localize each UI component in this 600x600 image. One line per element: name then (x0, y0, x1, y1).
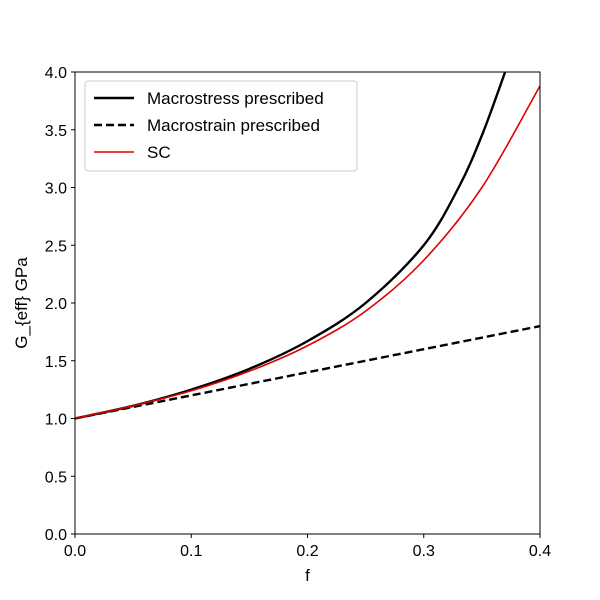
legend-label: Macrostress prescribed (147, 89, 324, 108)
series-line-2 (75, 324, 540, 420)
x-axis-ticks: 0.0 0.1 0.2 0.3 0.4 (64, 534, 551, 560)
y-axis-label: G_{eff} GPa (12, 257, 31, 349)
legend-label: Macrostrain prescribed (147, 116, 320, 135)
y-tick-label: 1.5 (45, 354, 67, 371)
y-tick-label: 1.0 (45, 412, 67, 429)
y-tick-label: 2.5 (45, 238, 67, 255)
x-tick-label: 0.0 (64, 543, 86, 560)
legend-label: SC (147, 143, 171, 162)
x-tick-label: 0.4 (529, 543, 551, 560)
y-tick-label: 3.5 (45, 123, 67, 140)
y-tick-label: 0.0 (45, 527, 67, 544)
y-axis-ticks: 0.0 0.5 1.0 1.5 2.0 2.5 3.0 3.5 4.0 (45, 65, 75, 544)
x-tick-label: 0.3 (413, 543, 435, 560)
legend-box (84, 80, 358, 172)
y-tick-label: 2.0 (45, 296, 67, 313)
x-axis-label: f (305, 566, 310, 585)
x-tick-label: 0.2 (296, 543, 318, 560)
y-tick-label: 3.0 (45, 181, 67, 198)
plot-lines (75, 72, 540, 420)
y-tick-label: 4.0 (45, 65, 67, 82)
legend: Macrostress prescribed Macrostrain prescr… (84, 80, 358, 172)
y-tick-label: 0.5 (45, 469, 67, 486)
series-line-3 (75, 85, 540, 420)
x-tick-label: 0.1 (180, 543, 202, 560)
